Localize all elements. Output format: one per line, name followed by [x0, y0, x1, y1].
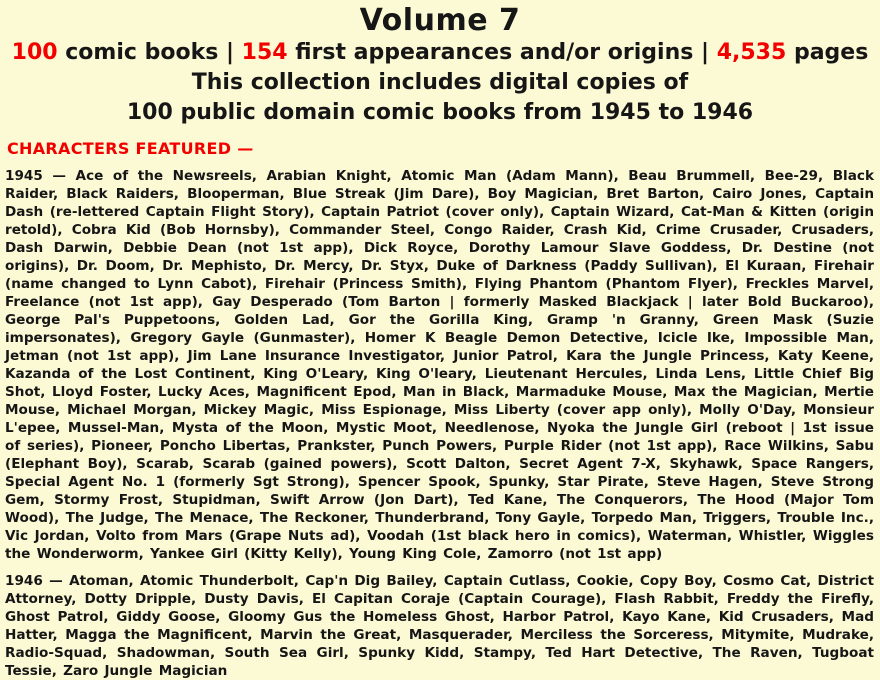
pages-count: 4,535	[716, 40, 787, 65]
appearances-count: 154	[241, 40, 288, 65]
characters-1945-list: Ace of the Newsreels, Arabian Knight, At…	[5, 168, 874, 562]
header: Volume 7 100 comic books | 154 first app…	[0, 0, 880, 128]
subtitle-line-2: 100 public domain comic books from 1945 …	[126, 100, 754, 125]
pages-label: pages	[786, 40, 869, 65]
subtitle-line-1: This collection includes digital copies …	[191, 70, 689, 95]
stats-line: 100 comic books | 154 first appearances …	[0, 38, 880, 68]
books-count: 100	[11, 40, 58, 65]
characters-1946-paragraph: 1946 — Atoman, Atomic Thunderbolt, Cap'n…	[5, 572, 874, 680]
year-1945-label: 1945 —	[5, 168, 76, 184]
characters-featured-heading: CHARACTERS FEATURED —	[7, 139, 254, 158]
appearances-label: first appearances and/or origins |	[287, 40, 717, 65]
characters-1946-list: Atoman, Atomic Thunderbolt, Cap'n Dig Ba…	[5, 573, 874, 679]
books-label: comic books |	[57, 40, 242, 65]
characters-1945-paragraph: 1945 — Ace of the Newsreels, Arabian Kni…	[5, 167, 874, 563]
year-1946-label: 1946 —	[5, 573, 70, 589]
page-title: Volume 7	[359, 3, 521, 38]
